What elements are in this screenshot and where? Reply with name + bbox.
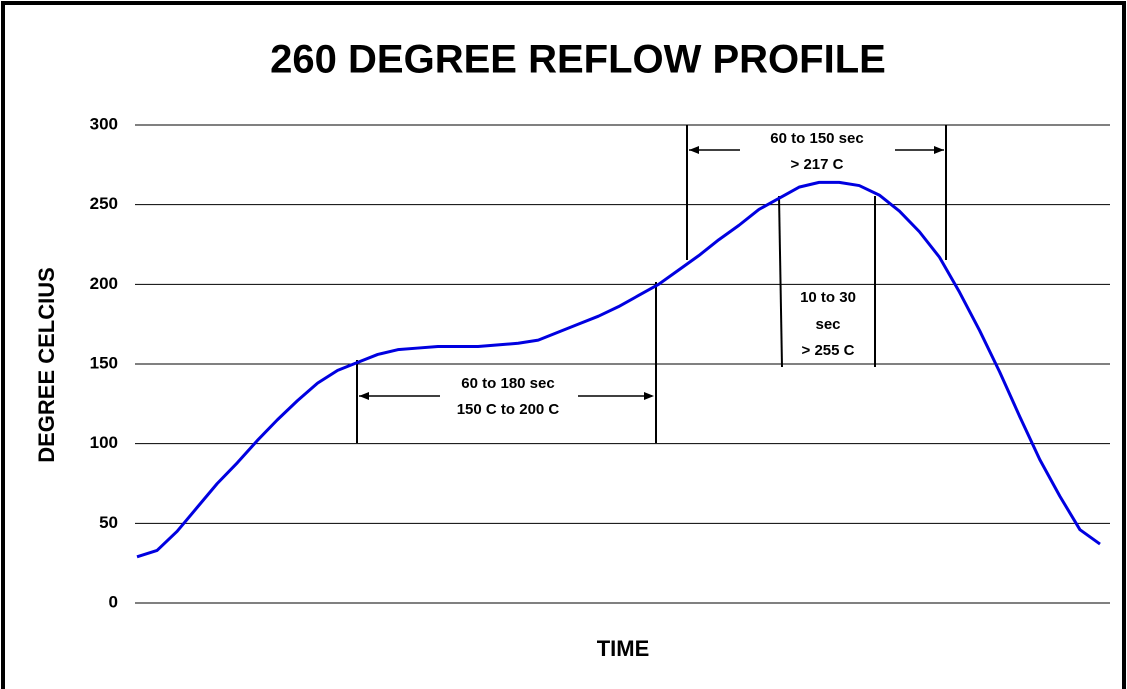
annotation: sec xyxy=(815,316,840,333)
arrowhead xyxy=(934,146,944,154)
arrowhead xyxy=(644,392,654,400)
annotation: 10 to 30 xyxy=(800,289,856,306)
arrowhead xyxy=(689,146,699,154)
arrowhead xyxy=(359,392,369,400)
chart-title: 260 DEGREE REFLOW PROFILE xyxy=(270,38,886,82)
y-tick-label: 250 xyxy=(90,194,118,213)
y-tick-label: 100 xyxy=(90,433,118,452)
y-tick-label: 0 xyxy=(109,592,118,611)
x-axis-label: TIME xyxy=(597,636,650,661)
y-tick-label: 200 xyxy=(90,274,118,293)
marker-line xyxy=(778,195,783,368)
arrowheads xyxy=(359,146,944,400)
annotation: 150 C to 200 C xyxy=(457,401,560,418)
annotation-lines xyxy=(356,125,947,443)
annotation: 60 to 180 sec xyxy=(461,375,554,392)
y-tick-label: 50 xyxy=(99,513,118,532)
y-tick-label: 150 xyxy=(90,353,118,372)
y-tick-label: 300 xyxy=(90,114,118,133)
annotation: 60 to 150 sec xyxy=(770,130,863,147)
y-axis-label: DEGREE CELCIUS xyxy=(34,267,59,463)
annotation: > 255 C xyxy=(802,342,855,359)
line-series xyxy=(136,180,1101,559)
annotation: > 217 C xyxy=(791,156,844,173)
